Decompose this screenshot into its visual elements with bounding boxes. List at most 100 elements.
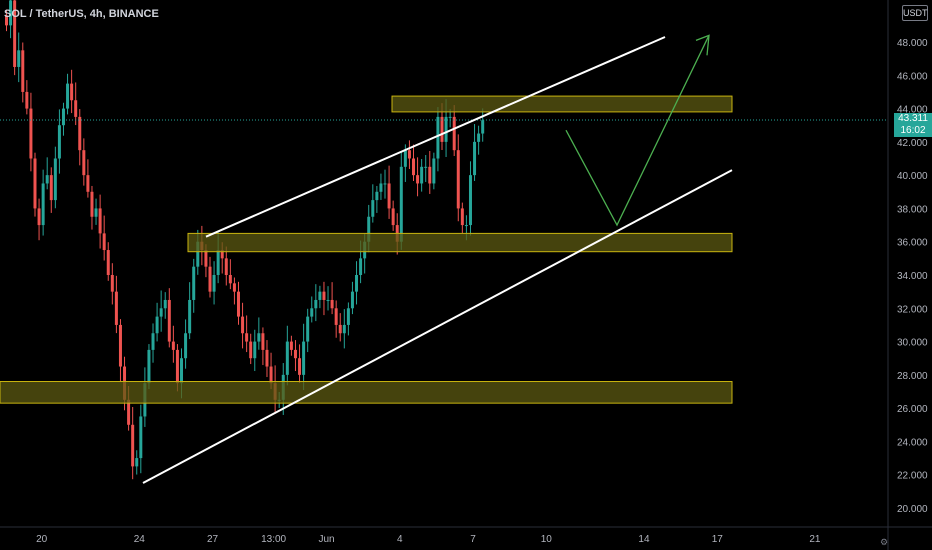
candle-body xyxy=(444,116,448,142)
candle-body xyxy=(371,200,375,217)
candle-body xyxy=(90,191,94,217)
candle-body xyxy=(57,125,61,159)
channel-upper-line xyxy=(205,36,666,238)
candle-body xyxy=(293,349,297,359)
y-tick-label: 42.000 xyxy=(897,138,928,149)
candle-body xyxy=(330,299,334,309)
candle-body xyxy=(41,183,45,226)
price-zone xyxy=(187,232,733,253)
candle-body xyxy=(131,424,135,467)
candle-body xyxy=(326,299,330,301)
candle-body xyxy=(249,341,253,359)
candle-body xyxy=(456,150,460,209)
candle-body xyxy=(135,458,139,467)
price-zone xyxy=(0,381,733,404)
candle-body xyxy=(306,316,310,342)
candle-body xyxy=(110,275,114,292)
candle-body xyxy=(25,91,29,109)
candle-body xyxy=(216,250,220,275)
candle-body xyxy=(151,333,155,350)
drawings-layer[interactable] xyxy=(0,34,886,484)
candle-body xyxy=(180,358,184,384)
bar-countdown: 16:02 xyxy=(900,125,926,136)
x-tick-label: 27 xyxy=(207,534,219,545)
candle-body xyxy=(49,175,53,201)
y-tick-label: 48.000 xyxy=(897,38,928,49)
candle-body xyxy=(265,349,269,367)
x-tick-label: 21 xyxy=(809,534,821,545)
x-tick-label: 20 xyxy=(36,534,48,545)
candle-body xyxy=(338,324,342,334)
y-tick-label: 20.000 xyxy=(897,504,928,515)
candle-body xyxy=(412,158,415,176)
candle-body xyxy=(477,133,481,142)
candle-body xyxy=(464,225,468,227)
candle-body xyxy=(102,233,106,251)
candle-body xyxy=(375,191,379,201)
y-tick-label: 26.000 xyxy=(897,404,928,415)
candle-body xyxy=(175,349,179,384)
projection-arrowhead xyxy=(695,34,710,56)
candle-body xyxy=(61,108,65,126)
candle-body xyxy=(346,308,350,325)
candle-body xyxy=(192,266,196,300)
candle-body xyxy=(5,15,8,26)
candle-body xyxy=(407,150,411,159)
y-tick-label: 44.000 xyxy=(897,105,928,116)
candle-body xyxy=(224,258,228,275)
candle-body xyxy=(391,208,395,226)
candle-body xyxy=(29,108,33,159)
candle-body xyxy=(436,116,440,159)
candle-body xyxy=(74,100,78,117)
y-tick-label: 24.000 xyxy=(897,437,928,448)
candle-body xyxy=(448,116,452,118)
candle-body xyxy=(66,83,70,109)
candle-body xyxy=(245,333,249,342)
candle-body xyxy=(383,183,387,185)
candle-body xyxy=(155,316,159,334)
currency-label[interactable]: USDT xyxy=(902,5,928,21)
candle-body xyxy=(21,50,25,92)
candle-body xyxy=(167,299,171,342)
candle-body xyxy=(208,266,212,292)
candle-body xyxy=(9,0,13,26)
candle-body xyxy=(387,183,391,209)
candle-body xyxy=(285,341,289,375)
candle-body xyxy=(289,341,293,350)
x-tick-label: 4 xyxy=(397,534,403,545)
candle-body xyxy=(416,175,420,184)
candle-body xyxy=(367,216,371,242)
x-tick-label: 13:00 xyxy=(261,534,286,545)
candle-body xyxy=(468,175,472,226)
candle-body xyxy=(184,333,188,359)
candle-body xyxy=(428,166,432,184)
y-tick-label: 32.000 xyxy=(897,304,928,315)
y-tick-label: 28.000 xyxy=(897,371,928,382)
candle-body xyxy=(114,291,118,325)
symbol-title: SOL / TetherUS, 4h, BINANCE xyxy=(4,8,159,20)
candle-body xyxy=(298,358,302,375)
y-tick-label: 40.000 xyxy=(897,171,928,182)
candle-body xyxy=(359,258,363,275)
projection-path xyxy=(565,35,710,227)
candle-body xyxy=(159,308,163,317)
x-tick-label: 24 xyxy=(134,534,146,545)
candle-body xyxy=(106,250,110,275)
last-price-value: 43.311 xyxy=(898,113,928,124)
candle-body xyxy=(70,83,74,101)
candle-body xyxy=(302,341,306,375)
candle-body xyxy=(342,324,346,334)
x-tick-label: Jun xyxy=(318,534,334,545)
candle-body xyxy=(355,275,359,292)
axes-layer: 20.000 22.000 24.000 26.000 28.000 30.000 32.0… xyxy=(36,38,928,545)
candle-body xyxy=(473,141,477,176)
candle-body xyxy=(127,399,131,425)
x-tick-label: 17 xyxy=(712,534,724,545)
candle-body xyxy=(212,275,216,292)
settings-gear-icon[interactable]: ⚙ xyxy=(880,537,889,547)
candle-body xyxy=(253,341,257,359)
candle-body xyxy=(420,166,424,184)
